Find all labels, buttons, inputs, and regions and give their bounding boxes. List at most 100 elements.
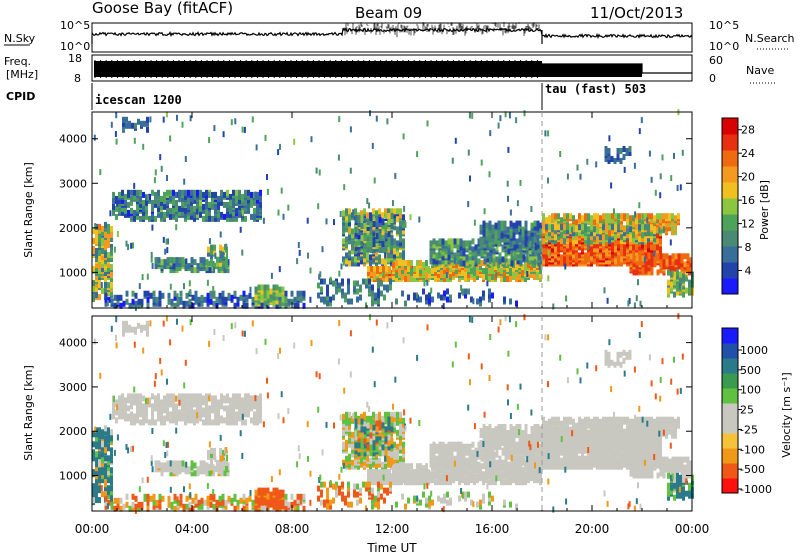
power-cell — [479, 300, 482, 307]
power-cell — [155, 296, 159, 303]
power-cell — [163, 191, 166, 198]
power-cell — [497, 220, 501, 227]
power-cell — [467, 149, 470, 156]
power-cell — [539, 272, 542, 278]
power-cell — [172, 211, 175, 218]
power-cell — [104, 276, 107, 282]
power-cell — [119, 302, 123, 309]
power-cell — [462, 254, 466, 261]
power-cell — [378, 247, 382, 254]
power-cell — [356, 296, 359, 303]
power-cell — [685, 275, 688, 282]
power-cell — [497, 230, 501, 237]
power-cell — [623, 226, 626, 233]
power-cell — [169, 283, 172, 290]
power-cell — [399, 208, 402, 215]
power-cell — [425, 260, 428, 266]
velocity-cell — [236, 503, 240, 510]
power-cell — [262, 217, 265, 224]
power-cell — [551, 256, 554, 263]
velocity-cell — [390, 451, 393, 458]
velocity-cell — [185, 495, 189, 502]
power-cell — [263, 284, 267, 291]
velocity-cell — [118, 411, 121, 418]
power-cell — [584, 256, 587, 263]
power-cell — [537, 246, 541, 253]
power-cell — [499, 115, 502, 122]
power-cell — [222, 131, 225, 138]
power-cell — [157, 257, 161, 264]
velocity-cell — [381, 461, 384, 468]
velocity-cell — [266, 493, 270, 500]
power-cell — [377, 278, 380, 285]
power-cell — [512, 226, 516, 233]
velocity-cell — [244, 393, 247, 400]
y-tick-label: 3000 — [59, 177, 87, 190]
power-cell — [206, 292, 210, 299]
power-cell — [384, 260, 387, 267]
power-cell — [608, 135, 611, 142]
power-ylabel: Slant Range [km] — [22, 162, 35, 258]
power-cell — [167, 238, 169, 245]
velocity-cell — [98, 453, 101, 460]
velocity-cell — [202, 419, 205, 426]
power-cell — [488, 234, 492, 241]
power-cell — [679, 275, 682, 282]
power-cell — [534, 250, 538, 257]
power-cell — [564, 263, 567, 270]
velocity-cell — [163, 462, 167, 469]
power-cell — [551, 246, 554, 253]
power-cell — [515, 238, 519, 245]
velocity-cell — [256, 407, 259, 414]
power-cell — [165, 238, 168, 245]
power-cell — [226, 251, 228, 258]
power-cell — [130, 242, 133, 249]
velocity-cell — [104, 495, 108, 502]
power-cell — [104, 225, 107, 232]
power-cell — [542, 234, 545, 241]
power-cell — [136, 189, 139, 196]
power-cell — [390, 213, 394, 219]
power-cell — [634, 211, 637, 218]
power-cell — [372, 208, 375, 215]
power-cell — [176, 296, 180, 303]
power-cell — [566, 213, 569, 220]
velocity-cell — [190, 403, 193, 410]
power-cell — [659, 192, 662, 199]
power-cell — [350, 298, 353, 305]
power-cell — [398, 260, 401, 266]
power-cell — [596, 234, 599, 241]
power-cell — [95, 266, 98, 272]
power-cell — [503, 236, 507, 243]
power-cell — [677, 253, 681, 260]
velocity-cell — [139, 419, 142, 426]
power-cell — [539, 268, 542, 274]
power-cell — [338, 282, 341, 289]
power-cell — [154, 263, 158, 270]
power-cell — [190, 199, 193, 206]
velocity-cell — [378, 411, 381, 418]
power-cell — [151, 224, 154, 231]
power-cell — [172, 257, 176, 264]
velocity-cell — [160, 399, 163, 406]
power-cell — [234, 118, 237, 125]
power-cell — [184, 189, 187, 196]
power-cell — [242, 302, 246, 309]
power-cell — [644, 236, 647, 243]
power-cell — [581, 246, 584, 253]
power-cell — [278, 286, 282, 293]
velocity-cell — [98, 497, 101, 504]
power-cell — [515, 117, 518, 124]
power-cell — [344, 296, 347, 303]
power-cell — [110, 276, 113, 282]
power-cell — [154, 169, 157, 176]
power-cell — [509, 230, 513, 237]
power-cell — [650, 242, 653, 249]
power-cell — [166, 263, 170, 270]
power-cell — [272, 284, 276, 291]
velocity-cell — [205, 468, 209, 475]
power-cell — [527, 242, 531, 249]
power-cell — [509, 220, 513, 227]
power-cell — [107, 240, 110, 246]
velocity-cell — [110, 475, 113, 482]
